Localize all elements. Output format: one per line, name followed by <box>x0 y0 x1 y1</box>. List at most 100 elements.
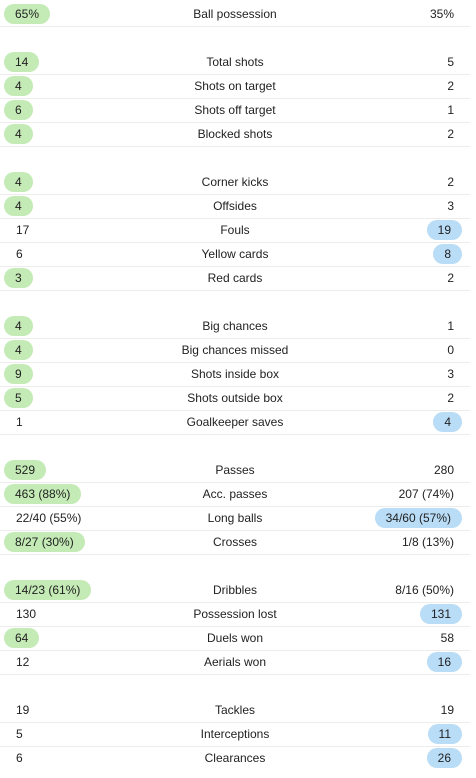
home-value: 64 <box>4 628 40 648</box>
home-value: 4 <box>4 172 33 192</box>
away-value: 26 <box>426 748 462 768</box>
home-value: 5 <box>16 727 23 741</box>
away-value: 1 <box>447 319 454 333</box>
stat-row: Shots off target 6 1 <box>0 98 470 123</box>
away-value: 1 <box>447 103 454 117</box>
home-value: 1 <box>16 415 23 429</box>
home-value: 529 <box>4 460 47 480</box>
stat-label: Red cards <box>207 271 263 285</box>
home-value: 4 <box>4 196 33 216</box>
away-value: 19 <box>440 703 454 717</box>
away-value: 1/8 (13%) <box>401 535 454 549</box>
home-value: 3 <box>4 268 33 288</box>
home-value: 19 <box>16 703 30 717</box>
away-value: 2 <box>447 271 454 285</box>
home-value: 65% <box>4 4 51 24</box>
home-value: 6 <box>16 751 23 765</box>
stat-label: Shots off target <box>194 103 276 117</box>
stat-label: Crosses <box>212 535 257 549</box>
stat-row: Dribbles 14/23 (61%) 8/16 (50%) <box>0 578 470 603</box>
stat-row: Interceptions 5 11 <box>0 722 470 747</box>
home-value: 6 <box>16 247 23 261</box>
away-value: 0 <box>447 343 454 357</box>
stat-label: Dribbles <box>212 583 257 597</box>
stat-label: Shots inside box <box>190 367 280 381</box>
stat-row: Shots outside box 5 2 <box>0 386 470 411</box>
stat-label: Offsides <box>213 199 257 213</box>
away-value: 207 (74%) <box>398 487 454 501</box>
stat-label: Goalkeeper saves <box>186 415 284 429</box>
stat-row: Possession lost 130 131 <box>0 602 470 627</box>
home-value: 463 (88%) <box>4 484 82 504</box>
stat-row: Aerials won 12 16 <box>0 650 470 675</box>
away-value: 3 <box>447 367 454 381</box>
away-value: 34/60 (57%) <box>374 508 462 528</box>
home-value: 14 <box>4 52 40 72</box>
stat-label: Duels won <box>206 631 264 645</box>
stat-row: Yellow cards 6 8 <box>0 242 470 267</box>
away-value: 5 <box>447 55 454 69</box>
stat-label: Interceptions <box>200 727 270 741</box>
stat-row: Shots on target 4 2 <box>0 74 470 99</box>
stat-row: Blocked shots 4 2 <box>0 122 470 147</box>
stat-label: Possession lost <box>193 607 277 621</box>
stat-row: Ball possession 65% 35% <box>0 2 470 27</box>
home-value: 17 <box>16 223 30 237</box>
stat-label: Corner kicks <box>201 175 269 189</box>
home-value: 22/40 (55%) <box>16 511 82 525</box>
stat-label: Yellow cards <box>201 247 269 261</box>
stat-row: Passes 529 280 <box>0 458 470 483</box>
stat-label: Big chances <box>202 319 268 333</box>
away-value: 58 <box>440 631 454 645</box>
stat-row: Fouls 17 19 <box>0 218 470 243</box>
stat-label: Shots outside box <box>187 391 283 405</box>
stat-label: Passes <box>215 463 255 477</box>
away-value: 4 <box>433 412 462 432</box>
stat-label: Big chances missed <box>181 343 289 357</box>
stat-row: Big chances missed 4 0 <box>0 338 470 363</box>
away-value: 16 <box>426 652 462 672</box>
stat-row: Duels won 64 58 <box>0 626 470 651</box>
stat-label: Ball possession <box>193 7 277 21</box>
stat-row: Corner kicks 4 2 <box>0 170 470 195</box>
stat-row: Acc. passes 463 (88%) 207 (74%) <box>0 482 470 507</box>
away-value: 3 <box>447 199 454 213</box>
away-value: 2 <box>447 127 454 141</box>
stat-row: Clearances 6 26 <box>0 746 470 770</box>
home-value: 12 <box>16 655 30 669</box>
stat-row: Tackles 19 19 <box>0 698 470 723</box>
stat-row: Big chances 4 1 <box>0 314 470 339</box>
stat-row: Total shots 14 5 <box>0 50 470 75</box>
away-value: 8 <box>433 244 462 264</box>
away-value: 35% <box>429 7 454 21</box>
stat-label: Aerials won <box>203 655 267 669</box>
home-value: 14/23 (61%) <box>4 580 92 600</box>
stat-row: Shots inside box 9 3 <box>0 362 470 387</box>
home-value: 4 <box>4 124 33 144</box>
away-value: 11 <box>427 724 462 744</box>
stat-row: Offsides 4 3 <box>0 194 470 219</box>
stat-row: Crosses 8/27 (30%) 1/8 (13%) <box>0 530 470 555</box>
away-value: 2 <box>447 175 454 189</box>
stat-label: Acc. passes <box>202 487 268 501</box>
home-value: 9 <box>4 364 33 384</box>
stat-label: Blocked shots <box>197 127 273 141</box>
stat-label: Clearances <box>204 751 266 765</box>
stat-label: Total shots <box>206 55 264 69</box>
away-value: 19 <box>426 220 462 240</box>
stat-label: Tackles <box>214 703 255 717</box>
away-value: 131 <box>419 604 462 624</box>
away-value: 280 <box>433 463 454 477</box>
stat-label: Long balls <box>207 511 263 525</box>
stat-row: Goalkeeper saves 1 4 <box>0 410 470 435</box>
home-value: 4 <box>4 340 33 360</box>
stat-row: Long balls 22/40 (55%) 34/60 (57%) <box>0 506 470 531</box>
home-value: 4 <box>4 316 33 336</box>
stat-row: Red cards 3 2 <box>0 266 470 291</box>
home-value: 4 <box>4 76 33 96</box>
away-value: 2 <box>447 79 454 93</box>
stat-label: Shots on target <box>194 79 276 93</box>
home-value: 130 <box>16 607 37 621</box>
home-value: 6 <box>4 100 33 120</box>
